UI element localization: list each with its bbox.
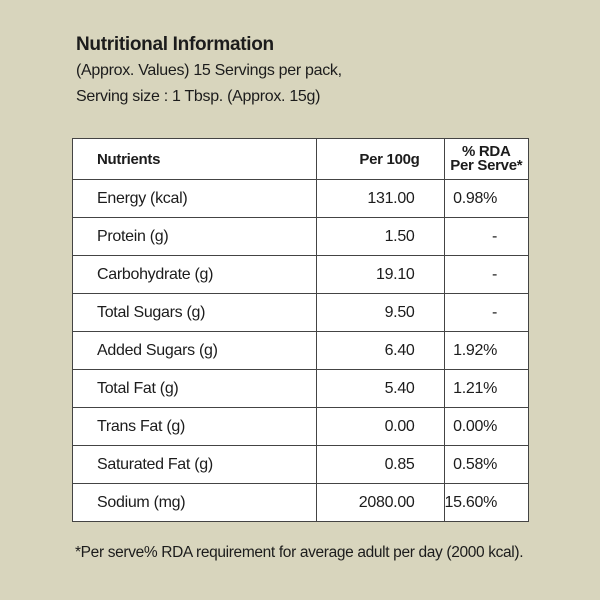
nutrient-per-100g: 131.00 [315, 179, 445, 218]
nutrient-name: Saturated Fat (g) [72, 445, 317, 484]
nutrient-name: Total Sugars (g) [72, 293, 317, 332]
serving-size-info: Serving size : 1 Tbsp. (Approx. 15g) [76, 88, 321, 105]
table-row: Energy (kcal) 131.00 0.98% [72, 179, 530, 218]
nutrient-name: Energy (kcal) [72, 179, 317, 218]
nutrient-per-100g: 1.50 [315, 217, 445, 256]
nutrient-name: Total Fat (g) [72, 369, 317, 408]
nutrient-name: Sodium (mg) [72, 483, 317, 522]
header-rda-line1: % RDA [462, 143, 511, 160]
nutrient-per-100g: 9.50 [315, 293, 445, 332]
nutrient-rda: - [443, 255, 530, 294]
nutrient-per-100g: 0.00 [315, 407, 445, 446]
header-per-100g: Per 100g [315, 138, 445, 180]
header-nutrients: Nutrients [72, 138, 317, 180]
nutrient-rda: - [443, 293, 530, 332]
table-row: Total Fat (g) 5.40 1.21% [72, 369, 530, 408]
nutrient-name: Carbohydrate (g) [72, 255, 317, 294]
nutrient-per-100g: 6.40 [315, 331, 445, 370]
nutrient-name: Trans Fat (g) [72, 407, 317, 446]
table-row: Saturated Fat (g) 0.85 0.58% [72, 445, 530, 484]
nutrition-header: Nutritional Information (Approx. Values)… [76, 32, 536, 110]
table-row: Sodium (mg) 2080.00 15.60% [72, 483, 530, 522]
nutrient-per-100g: 5.40 [315, 369, 445, 408]
header-rda-line2: Per Serve* [450, 157, 523, 174]
page-title: Nutritional Information [76, 34, 274, 55]
rda-footnote: *Per serve% RDA requirement for average … [75, 544, 524, 561]
nutrient-per-100g: 2080.00 [315, 483, 445, 522]
table-row: Total Sugars (g) 9.50 - [72, 293, 530, 332]
nutrient-rda: 0.98% [443, 179, 530, 218]
nutrient-rda: 0.00% [443, 407, 530, 446]
table-header-row: Nutrients Per 100g % RDA Per Serve* [72, 138, 530, 180]
servings-info: (Approx. Values) 15 Servings per pack, [76, 62, 342, 79]
nutrient-rda: 0.58% [443, 445, 530, 484]
table-row: Trans Fat (g) 0.00 0.00% [72, 407, 530, 446]
table-row: Added Sugars (g) 6.40 1.92% [72, 331, 530, 370]
nutrient-name: Protein (g) [72, 217, 317, 256]
nutrient-rda: 1.92% [443, 331, 530, 370]
nutrient-name: Added Sugars (g) [72, 331, 317, 370]
nutrient-rda: - [443, 217, 530, 256]
table-row: Protein (g) 1.50 - [72, 217, 530, 256]
nutrient-per-100g: 19.10 [315, 255, 445, 294]
nutrition-table: Nutrients Per 100g % RDA Per Serve* Ener… [72, 138, 530, 522]
header-rda: % RDA Per Serve* [443, 138, 530, 180]
table-row: Carbohydrate (g) 19.10 - [72, 255, 530, 294]
nutrient-rda: 1.21% [443, 369, 530, 408]
nutrient-per-100g: 0.85 [315, 445, 445, 484]
nutrient-rda: 15.60% [443, 483, 530, 522]
